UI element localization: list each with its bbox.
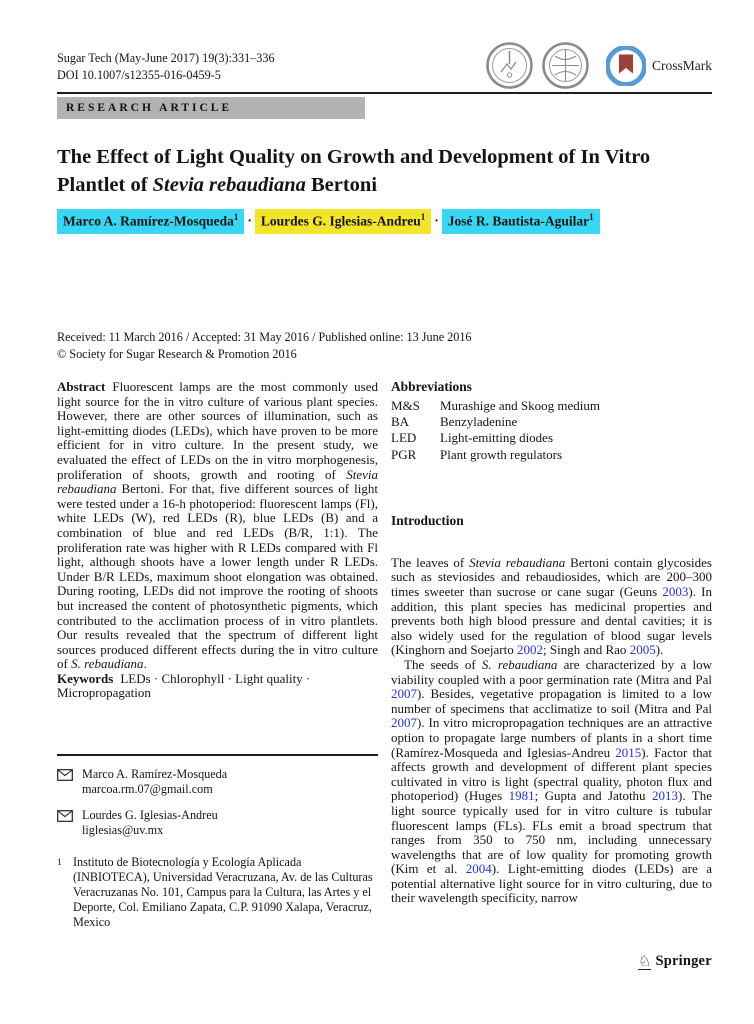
citation-link[interactable]: 2015 xyxy=(615,744,642,760)
author-separator: · xyxy=(434,213,439,229)
text-segment: The leaves of xyxy=(391,554,470,570)
affiliation-text: Instituto de Biotecnología y Ecología Ap… xyxy=(73,854,373,930)
text-segment: Stevia rebaudiana xyxy=(152,173,306,196)
text-segment: ). In addition, this plant species has m… xyxy=(391,584,712,658)
abbreviations-heading: Abbreviations xyxy=(391,379,472,394)
text-segment: Bertoni. For that, five different source… xyxy=(57,481,378,672)
abbreviation-row: BA Benzyladenine xyxy=(391,414,518,429)
citation-link[interactable]: 2007 xyxy=(391,686,417,702)
copyright-line: © Society for Sugar Research & Promotion… xyxy=(57,346,297,361)
text-segment: ; Gupta and Jatothu xyxy=(534,788,652,804)
publication-dates: Received: 11 March 2016 / Accepted: 31 M… xyxy=(57,329,472,362)
citation-link[interactable]: 2013 xyxy=(652,788,678,804)
crossmark-label: CrossMark xyxy=(652,57,712,73)
text-segment: ). In vitro micropropagation techniques … xyxy=(391,715,712,760)
abbreviation-row: M&S Murashige and Skoog medium xyxy=(391,397,600,413)
left-column: Abstract Fluorescent lamps are the most c… xyxy=(57,379,378,931)
received-accepted-line: Received: 11 March 2016 / Accepted: 31 M… xyxy=(57,330,472,344)
header-logos: CrossMark xyxy=(486,42,712,89)
citation-link[interactable]: 2004 xyxy=(465,861,492,877)
article-body: Abstract Fluorescent lamps are the most c… xyxy=(57,379,712,931)
article-type-badge: RESEARCH ARTICLE xyxy=(57,97,365,119)
envelope-icon xyxy=(57,809,73,822)
corresponding-author: Marco A. Ramírez-Mosqueda marcoa.rm.07@g… xyxy=(57,767,378,798)
text-segment: are characterized by a low viability cou… xyxy=(391,656,712,687)
citation-link[interactable]: 2005 xyxy=(629,642,656,658)
text-segment: ). The light source typically used for i… xyxy=(391,788,712,877)
citation-link[interactable]: 2003 xyxy=(662,584,689,599)
header-left: Sugar Tech (May-June 2017) 19(3):331–336… xyxy=(57,50,275,84)
author-name: Marco A. Ramírez-Mosqueda1 xyxy=(57,209,245,234)
text-segment: ). Factor that affects growth and develo… xyxy=(391,744,712,804)
text-segment: The Effect of Light Quality on Growth an… xyxy=(57,146,651,196)
author-name: José R. Bautista-Aguilar1 xyxy=(441,209,600,234)
springer-knight-icon: ♘ xyxy=(638,951,652,970)
introduction-heading: Introduction xyxy=(391,513,464,529)
text-segment: S. rebaudiana xyxy=(71,656,144,672)
text-segment: ). Besides, vegetative propagation is li… xyxy=(391,686,712,716)
contact-name: Lourdes G. Iglesias-Andreu xyxy=(82,807,218,822)
author-list: Marco A. Ramírez-Mosqueda1 · Lourdes G. … xyxy=(57,209,600,234)
affiliation: 1 Instituto de Biotecnología y Ecología … xyxy=(57,855,378,931)
keywords-label: Keywords xyxy=(57,670,114,686)
springer-wordmark: Springer xyxy=(655,953,712,969)
text-segment: ). xyxy=(655,642,664,658)
text-segment: The seeds of xyxy=(404,656,482,672)
society-seal-icon xyxy=(542,42,589,89)
introduction-paragraph: The leaves of Stevia rebaudiana Bertoni … xyxy=(391,554,712,658)
text-segment: Stevia rebaudiana xyxy=(469,554,566,570)
header-rule xyxy=(57,92,712,94)
abbreviations-list: M&S Murashige and Skoog medium BA Benzylad… xyxy=(391,398,712,464)
doi: DOI 10.1007/s12355-016-0459-5 xyxy=(57,68,221,82)
citation-link[interactable]: 1981 xyxy=(508,788,535,804)
text-segment: . xyxy=(143,656,147,672)
text-segment: Fluorescent lamps are the most commonly … xyxy=(57,379,378,482)
society-seal-icon xyxy=(486,42,533,89)
contact-name: Marco A. Ramírez-Mosqueda xyxy=(82,766,228,781)
abstract-label: Abstract xyxy=(57,379,106,394)
author-separator: · xyxy=(247,213,252,229)
journal-citation: Sugar Tech (May-June 2017) 19(3):331–336 xyxy=(57,51,275,65)
text-segment: Bertoni contain glycosides such as stevi… xyxy=(391,554,712,599)
text-segment: Bertoni xyxy=(305,173,378,196)
crossmark-badge[interactable]: CrossMark xyxy=(606,45,712,86)
abbreviation-row: LED Light-emitting diodes xyxy=(391,430,554,446)
keywords-line: Keywords LEDs · Chlorophyll · Light quali… xyxy=(57,670,378,701)
introduction-paragraph: The seeds of S. rebaudiana are character… xyxy=(391,656,712,906)
citation-link[interactable]: 2002 xyxy=(517,642,544,658)
springer-logo: ♘ Springer xyxy=(638,953,712,970)
text-segment: Stevia rebaudiana xyxy=(57,466,378,497)
crossmark-icon xyxy=(606,45,646,86)
text-segment: LEDs · Chlorophyll · Light quality · Mic… xyxy=(57,670,311,701)
contact-email: liglesias@uv.mx xyxy=(82,823,164,838)
footnote-rule xyxy=(57,754,378,756)
envelope-icon xyxy=(57,768,73,781)
contact-email: marcoa.rm.07@gmail.com xyxy=(82,782,213,797)
text-segment: S. rebaudiana xyxy=(481,656,558,672)
corresponding-author: Lourdes G. Iglesias-Andreu liglesias@uv.… xyxy=(57,808,378,839)
page-title: The Effect of Light Quality on Growth an… xyxy=(57,144,697,199)
abbreviation-row: PGR Plant growth regulators xyxy=(391,446,563,462)
affiliation-number: 1 xyxy=(57,857,62,868)
right-column: Abbreviations M&S Murashige and Skoog med… xyxy=(391,379,712,931)
text-segment: ). Light-emitting diodes (LEDs) are a po… xyxy=(391,861,712,906)
citation-link[interactable]: 2007 xyxy=(391,715,417,731)
text-segment: ; Singh and Rao xyxy=(543,642,630,658)
footnote-block: Marco A. Ramírez-Mosqueda marcoa.rm.07@g… xyxy=(57,754,378,931)
author-name: Lourdes G. Iglesias-Andreu1 xyxy=(254,209,432,234)
abstract-paragraph: Abstract Fluorescent lamps are the most c… xyxy=(57,379,378,672)
